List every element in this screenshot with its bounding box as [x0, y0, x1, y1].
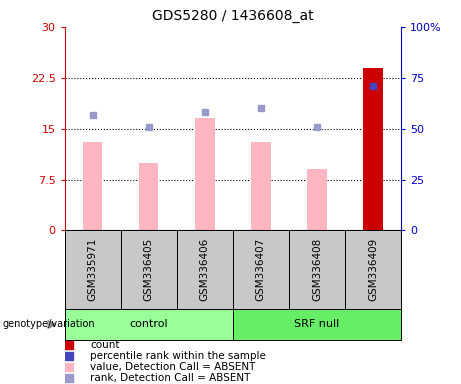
- Text: count: count: [90, 340, 120, 350]
- Bar: [233, 309, 401, 340]
- Text: GSM336405: GSM336405: [144, 238, 154, 301]
- Bar: [251, 142, 271, 230]
- Text: GSM336407: GSM336407: [256, 238, 266, 301]
- Bar: [139, 162, 159, 230]
- Text: rank, Detection Call = ABSENT: rank, Detection Call = ABSENT: [90, 374, 251, 384]
- Bar: [65, 230, 121, 309]
- Text: GSM335971: GSM335971: [88, 238, 98, 301]
- Text: GSM336409: GSM336409: [368, 238, 378, 301]
- Bar: [65, 309, 233, 340]
- Bar: [233, 230, 289, 309]
- Bar: [363, 68, 383, 230]
- Bar: [345, 230, 401, 309]
- Text: genotype/variation: genotype/variation: [2, 319, 95, 329]
- Bar: [121, 230, 177, 309]
- Text: control: control: [130, 319, 168, 329]
- Text: GSM336406: GSM336406: [200, 238, 210, 301]
- Text: percentile rank within the sample: percentile rank within the sample: [90, 351, 266, 361]
- Bar: [83, 142, 102, 230]
- Title: GDS5280 / 1436608_at: GDS5280 / 1436608_at: [152, 9, 313, 23]
- Bar: [307, 169, 327, 230]
- Text: value, Detection Call = ABSENT: value, Detection Call = ABSENT: [90, 362, 256, 372]
- Text: GSM336408: GSM336408: [312, 238, 322, 301]
- Bar: [177, 230, 233, 309]
- Bar: [195, 118, 214, 230]
- Bar: [289, 230, 345, 309]
- Text: SRF null: SRF null: [294, 319, 340, 329]
